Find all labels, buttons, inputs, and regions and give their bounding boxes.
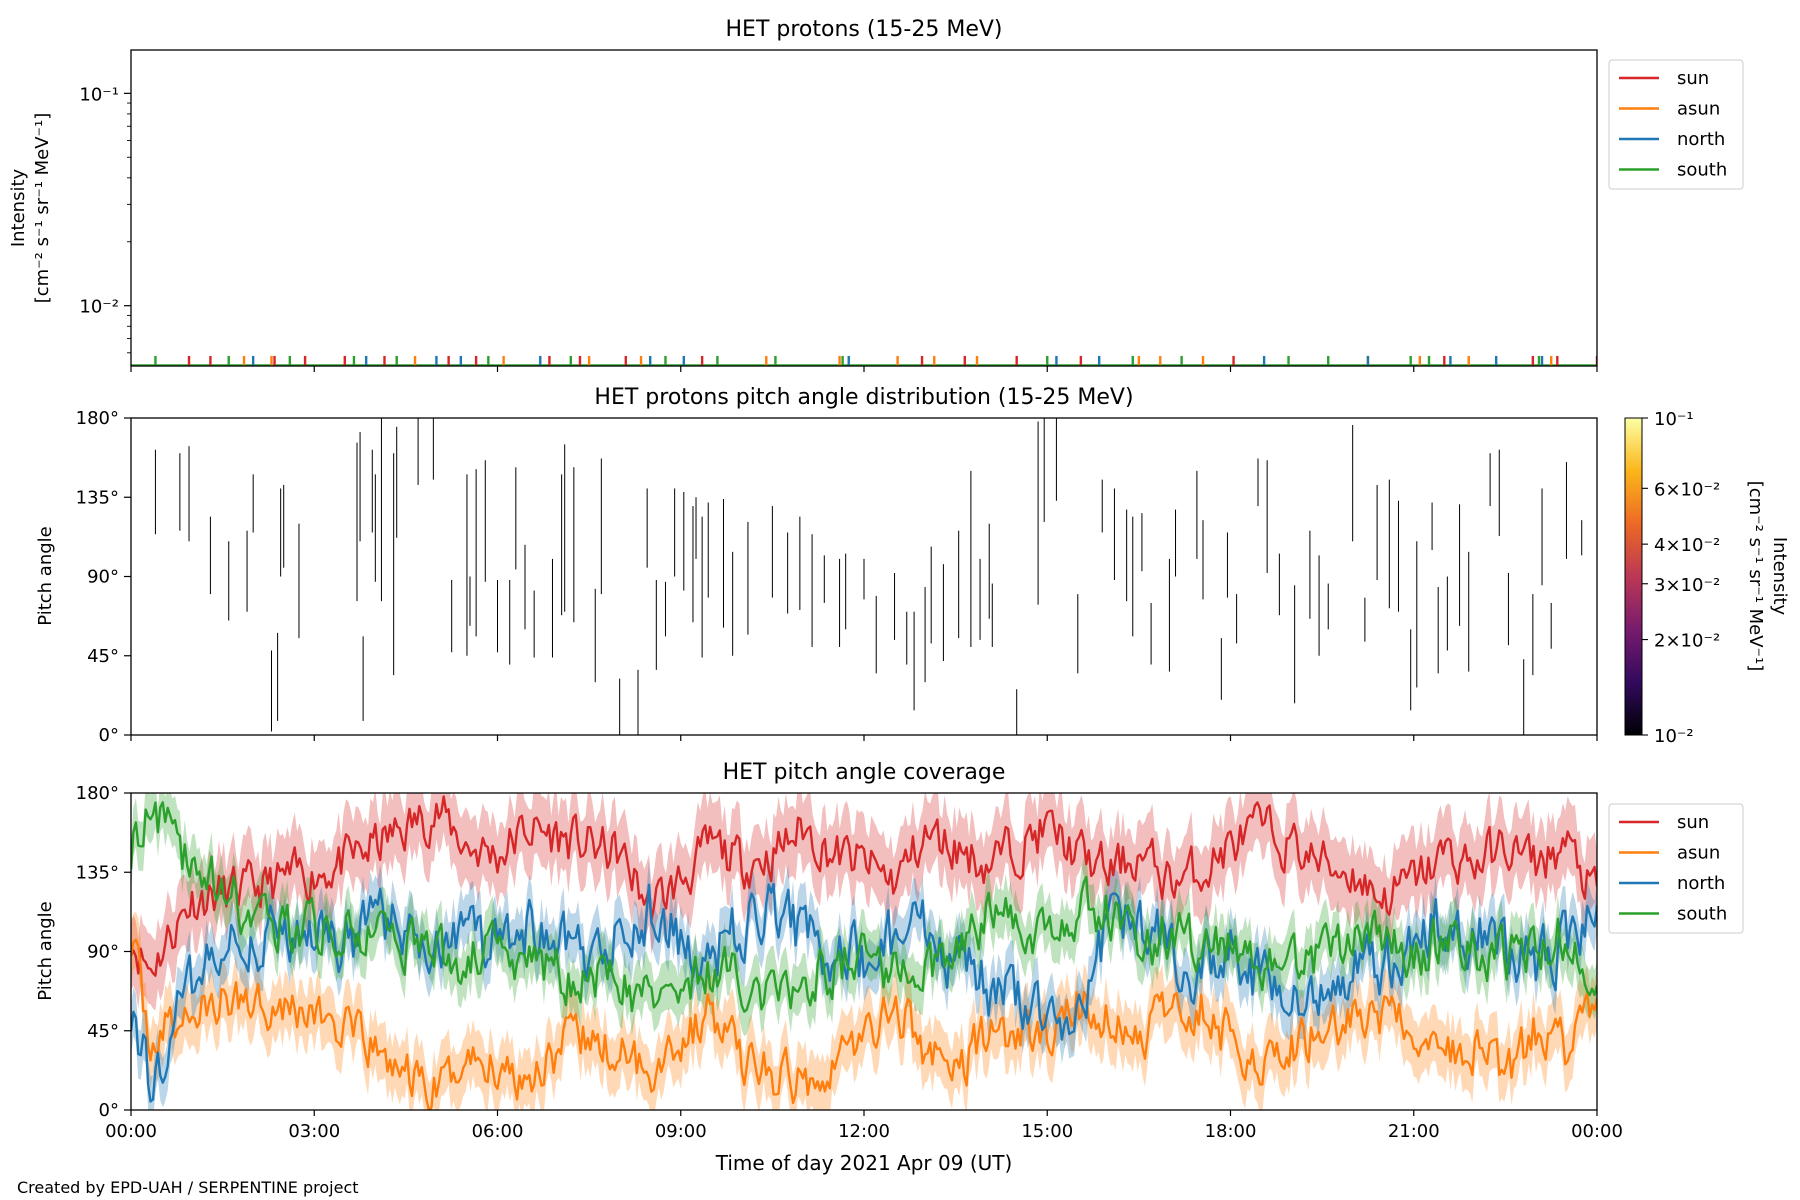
legend-label-north: north	[1677, 129, 1725, 150]
colorbar-tick-label: 6×10⁻²	[1654, 479, 1720, 500]
y-tick-label: 90°	[87, 942, 119, 963]
panel-coverage: HET pitch angle coverage 0° 45° 90° 135° 180…	[35, 760, 1744, 1175]
x-tick-label: 00:00	[1571, 1121, 1623, 1142]
legend-box	[1608, 803, 1744, 934]
pad-y-axis: 0° 45° 90° 135° 180°	[76, 408, 131, 746]
colorbar-tick-label: 10⁻²	[1654, 726, 1694, 747]
x-tick-label: 12:00	[838, 1121, 890, 1142]
x-axis-label: Time of day 2021 Apr 09 (UT)	[715, 1151, 1013, 1175]
x-tick-label: 03:00	[288, 1121, 340, 1142]
y-tick-label: 10⁻¹	[79, 84, 119, 105]
x-tick-label: 15:00	[1021, 1121, 1073, 1142]
coverage-line-sun	[131, 795, 1597, 977]
legend-label-asun: asun	[1677, 843, 1720, 864]
legend-label-sun: sun	[1677, 812, 1709, 833]
colorbar-tick-label: 4×10⁻²	[1654, 535, 1720, 556]
legend-label-north: north	[1677, 873, 1725, 894]
y-tick-label: 135°	[76, 862, 119, 883]
pad-segments	[154, 418, 1597, 735]
intensity-y-axis: 10⁻¹ 10⁻²	[79, 84, 131, 354]
footer-credit: Created by EPD-UAH / SERPENTINE project	[17, 1178, 359, 1197]
coverage-y-axis: 0° 45° 90° 135° 180°	[76, 783, 131, 1121]
coverage-x-axis: 00:00 03:00 06:00 09:00 12:00 15:00 18:00 21:00…	[105, 1110, 1623, 1142]
panel-pad-title: HET protons pitch angle distribution (15…	[594, 385, 1133, 410]
legend-box	[1608, 59, 1744, 190]
x-tick-label: 00:00	[105, 1121, 157, 1142]
panel-intensity-frame	[130, 49, 1598, 367]
x-tick-label: 21:00	[1388, 1121, 1440, 1142]
colorbar-tick-label: 10⁻¹	[1654, 409, 1694, 430]
x-tick-label: 06:00	[472, 1121, 524, 1142]
y-tick-label: 0°	[99, 725, 119, 746]
coverage-band-asun	[131, 911, 1597, 1110]
panel-intensity: HET protons (15-25 MeV) 10⁻¹ 10⁻² Intensi…	[8, 17, 1744, 372]
y-tick-label: 0°	[99, 1100, 119, 1121]
colorbar-label-line1: Intensity	[1769, 537, 1790, 616]
colorbar-label-line2: [cm⁻² s⁻¹ sr⁻¹ MeV⁻¹]	[1745, 481, 1766, 672]
coverage-band-south	[131, 793, 1597, 1037]
coverage-ylabel: Pitch angle	[35, 901, 56, 1000]
legend-label-south: south	[1677, 904, 1727, 925]
coverage-band-sun	[131, 793, 1597, 1011]
legend-intensity: sun asun north south	[1608, 59, 1744, 190]
coverage-line-asun	[131, 938, 1597, 1110]
y-tick-label: 180°	[76, 408, 119, 429]
y-tick-label: 45°	[87, 646, 119, 667]
intensity-spikes	[131, 355, 1597, 366]
pad-ylabel: Pitch angle	[35, 526, 56, 625]
coverage-line-north	[131, 882, 1597, 1103]
colorbar-ticks: 10⁻¹ 6×10⁻² 4×10⁻² 3×10⁻² 2×10⁻² 10⁻²	[1642, 409, 1720, 747]
x-tick-label: 09:00	[655, 1121, 707, 1142]
colorbar-tick-label: 2×10⁻²	[1654, 631, 1720, 652]
y-tick-label: 135°	[76, 487, 119, 508]
intensity-ylabel-line1: Intensity	[8, 168, 29, 247]
legend-label-sun: sun	[1677, 68, 1709, 89]
coverage-series	[131, 793, 1597, 1110]
x-tick-label: 18:00	[1205, 1121, 1257, 1142]
legend-label-south: south	[1677, 160, 1727, 181]
panel-coverage-title: HET pitch angle coverage	[723, 760, 1006, 785]
panel-pad: HET protons pitch angle distribution (15…	[35, 385, 1790, 747]
coverage-line-south	[131, 801, 1597, 1013]
y-tick-label: 180°	[76, 783, 119, 804]
colorbar: 10⁻¹ 6×10⁻² 4×10⁻² 3×10⁻² 2×10⁻² 10⁻² Intensi…	[1624, 409, 1790, 747]
colorbar-tick-label: 3×10⁻²	[1654, 575, 1720, 596]
legend-coverage: sun asun north south	[1608, 803, 1744, 934]
y-tick-label: 90°	[87, 567, 119, 588]
panel-intensity-title: HET protons (15-25 MeV)	[726, 17, 1003, 42]
legend-label-asun: asun	[1677, 99, 1720, 120]
intensity-ylabel-line2: [cm⁻² s⁻¹ sr⁻¹ MeV⁻¹]	[32, 113, 53, 304]
coverage-band-north	[131, 859, 1597, 1110]
pad-x-ticks	[130, 735, 1598, 741]
intensity-x-ticks	[130, 366, 1598, 372]
y-tick-label: 45°	[87, 1021, 119, 1042]
y-tick-label: 10⁻²	[79, 297, 119, 318]
colorbar-gradient	[1624, 417, 1643, 736]
